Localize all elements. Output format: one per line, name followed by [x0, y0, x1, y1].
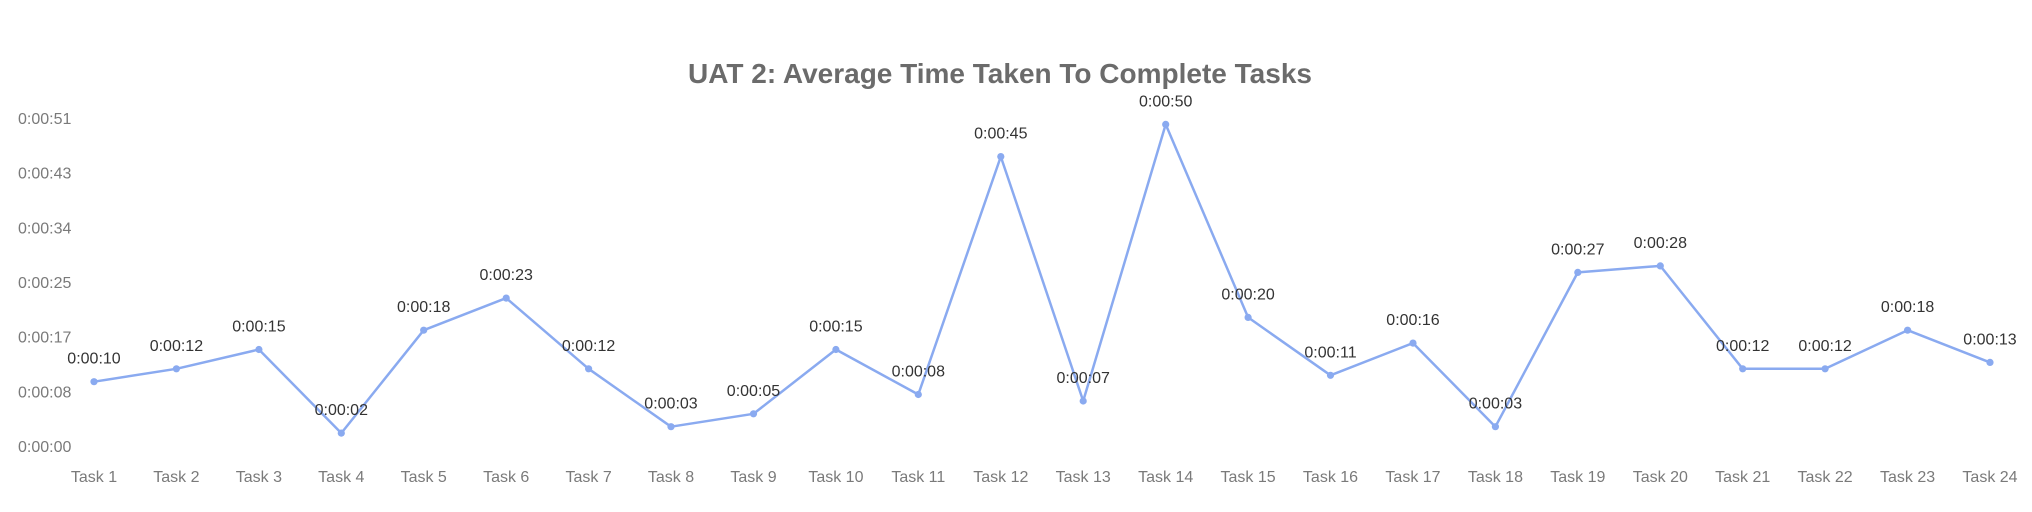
data-label: 0:00:08 [892, 364, 945, 381]
x-tick-label: Task 17 [1385, 469, 1440, 486]
chart-title: UAT 2: Average Time Taken To Complete Ta… [688, 58, 1312, 89]
series-line [93, 123, 1991, 435]
data-label: 0:00:10 [67, 351, 120, 368]
x-axis: Task 1 Task 2 Task 3 Task 4 Task 5 Task 6 Task… [71, 469, 2018, 486]
data-point [1244, 313, 1252, 321]
x-tick-label: Task 13 [1056, 469, 1111, 486]
x-tick-label: Task 10 [808, 469, 863, 486]
x-tick-label: Task 6 [483, 469, 529, 486]
x-tick-label: Task 11 [891, 469, 945, 486]
x-tick-label: Task 5 [401, 469, 447, 486]
x-tick-label: Task 4 [318, 469, 364, 486]
y-tick-label: 0:00:25 [18, 275, 71, 292]
y-tick-label: 0:00:34 [18, 220, 71, 237]
data-label: 0:00:28 [1634, 235, 1687, 252]
x-tick-label: Task 19 [1550, 469, 1605, 486]
x-tick-label: Task 24 [1962, 469, 2017, 486]
x-tick-label: Task 3 [236, 469, 282, 486]
data-label: 0:00:18 [1881, 299, 1934, 316]
y-tick-label: 0:00:08 [18, 384, 71, 401]
data-point [1326, 371, 1335, 379]
data-point [172, 365, 180, 373]
x-tick-label: Task 16 [1303, 469, 1358, 486]
data-label: 0:00:18 [397, 299, 450, 316]
data-point [832, 345, 840, 354]
data-label: 0:00:20 [1221, 286, 1274, 303]
data-label: 0:00:03 [644, 396, 697, 413]
x-tick-label: Task 12 [973, 469, 1028, 486]
y-tick-label: 0:00:17 [18, 330, 71, 347]
data-label: 0:00:27 [1551, 241, 1604, 258]
data-point [1904, 326, 1912, 334]
data-label: 0:00:50 [1139, 93, 1192, 110]
y-axis: 0:00:00 0:00:08 0:00:17 0:00:25 0:00:34 0:00:… [18, 111, 71, 456]
x-tick-label: Task 1 [71, 469, 117, 486]
data-label: 0:00:03 [1469, 396, 1522, 413]
data-point [667, 423, 675, 431]
data-point [502, 294, 510, 302]
y-tick-label: 0:00:43 [18, 166, 71, 183]
x-tick-label: Task 8 [648, 469, 694, 486]
x-tick-label: Task 2 [153, 469, 199, 486]
data-label: 0:00:12 [150, 338, 203, 355]
data-label: 0:00:13 [1963, 331, 2016, 348]
x-tick-label: Task 9 [730, 469, 776, 486]
x-tick-label: Task 23 [1880, 469, 1935, 486]
data-label: 0:00:16 [1386, 312, 1439, 329]
data-point [255, 345, 263, 354]
y-tick-label: 0:00:51 [18, 111, 71, 128]
x-tick-label: Task 21 [1715, 469, 1770, 486]
x-tick-label: Task 15 [1221, 469, 1276, 486]
data-point [1656, 262, 1664, 270]
data-point [914, 390, 922, 399]
data-label: 0:00:11 [1304, 344, 1356, 361]
data-point [1409, 339, 1417, 347]
data-point [997, 153, 1005, 161]
data-label: 0:00:12 [562, 338, 615, 355]
data-point [1079, 397, 1087, 405]
data-point [337, 429, 345, 437]
data-point [1986, 358, 1994, 366]
data-point [1739, 365, 1747, 373]
series-group: 0:00:10 0:00:12 0:00:15 0:00:02 0:00:18 0:00:… [67, 93, 2017, 437]
x-tick-label: Task 22 [1798, 469, 1853, 486]
data-point [585, 365, 593, 373]
data-point [1821, 365, 1829, 373]
data-label: 0:00:02 [315, 402, 368, 419]
data-label: 0:00:12 [1716, 338, 1769, 355]
data-point [90, 378, 98, 386]
data-label: 0:00:23 [480, 267, 533, 284]
data-point [1162, 120, 1170, 128]
y-tick-label: 0:00:00 [18, 439, 71, 456]
data-label: 0:00:05 [727, 383, 780, 400]
data-point [1491, 423, 1499, 431]
x-tick-label: Task 14 [1138, 469, 1193, 486]
data-label: 0:00:12 [1798, 338, 1851, 355]
data-label: 0:00:15 [809, 319, 862, 336]
data-label: 0:00:45 [974, 126, 1027, 143]
data-point [420, 326, 428, 334]
x-tick-label: Task 7 [565, 469, 611, 486]
x-tick-label: Task 20 [1633, 469, 1688, 486]
data-label: 0:00:07 [1057, 370, 1110, 387]
data-point [749, 410, 758, 418]
data-point [1574, 268, 1582, 276]
data-label: 0:00:15 [232, 319, 285, 336]
x-tick-label: Task 18 [1468, 469, 1523, 486]
